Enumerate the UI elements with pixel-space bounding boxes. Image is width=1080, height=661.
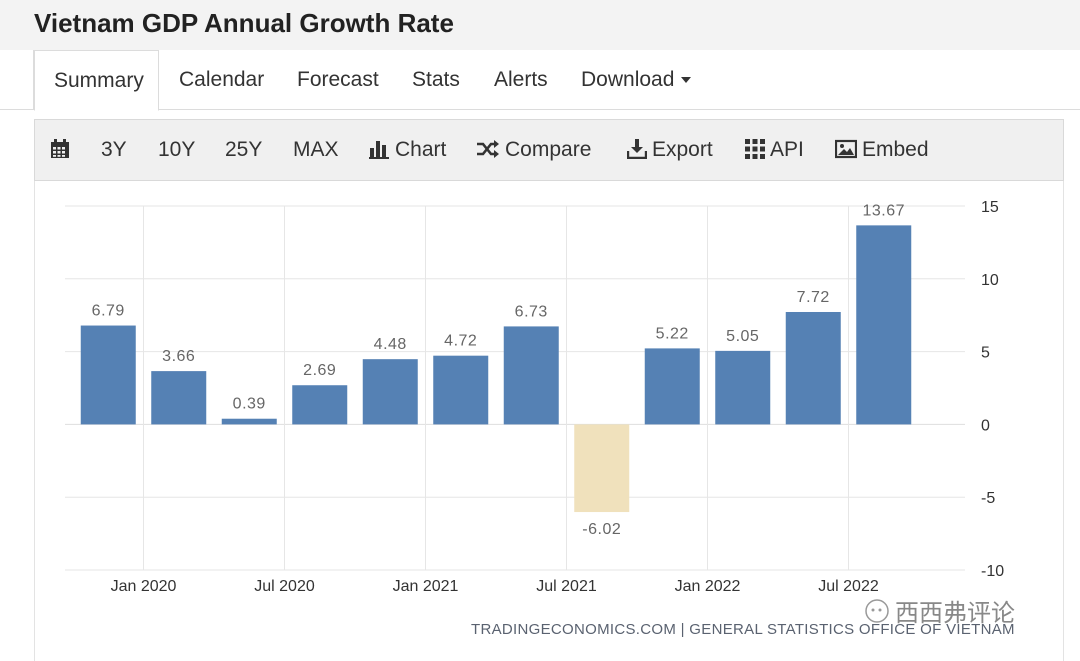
bar-data-label: 6.79 — [92, 303, 125, 320]
bar-data-label: 13.67 — [862, 202, 905, 219]
bar-data-label: -6.02 — [582, 521, 621, 538]
compare-button[interactable]: Compare — [476, 120, 591, 180]
title-bar: Vietnam GDP Annual Growth Rate — [0, 0, 1080, 50]
bar-data-label: 2.69 — [303, 362, 336, 379]
range-3y-button[interactable]: 3Y — [101, 138, 127, 161]
bar-data-label: 5.05 — [726, 328, 759, 345]
bar-data-label: 4.72 — [444, 333, 477, 350]
api-button[interactable]: API — [745, 120, 804, 180]
chart-type-label: Chart — [395, 138, 447, 161]
bar[interactable] — [715, 350, 771, 425]
bar-data-label: 0.39 — [233, 396, 266, 413]
tab-forecast[interactable]: Forecast — [297, 68, 379, 91]
bar[interactable] — [644, 348, 700, 425]
y-tick-label: 15 — [981, 199, 999, 216]
tab-stats[interactable]: Stats — [412, 68, 460, 91]
tab-bar: Summary Calendar Forecast Stats Alerts D… — [0, 50, 1080, 111]
bar-data-label: 6.73 — [515, 303, 548, 320]
calendar-icon — [51, 139, 69, 158]
y-tick-label: -10 — [981, 563, 1004, 580]
bar[interactable] — [292, 385, 348, 425]
bar-chart-icon — [369, 141, 389, 159]
range-25y-button[interactable]: 25Y — [225, 138, 263, 161]
export-label: Export — [652, 138, 713, 161]
image-icon — [834, 139, 858, 159]
tab-summary[interactable]: Summary — [34, 50, 159, 111]
chart-toolbar: 3Y 10Y 25Y MAX Chart Compare Export — [34, 119, 1064, 181]
y-tick-label: 10 — [981, 272, 999, 289]
bar-data-label: 3.66 — [162, 348, 195, 365]
export-button[interactable]: Export — [626, 120, 713, 180]
tab-bar-edge — [0, 50, 34, 110]
shuffle-icon — [477, 140, 499, 158]
x-tick-label: Jan 2021 — [393, 578, 459, 595]
y-tick-label: 0 — [981, 417, 990, 434]
wechat-icon — [865, 599, 889, 623]
bar[interactable] — [503, 326, 559, 425]
bar-data-label: 5.22 — [656, 325, 689, 342]
bar[interactable] — [80, 325, 136, 425]
x-tick-label: Jul 2022 — [818, 578, 879, 595]
y-tick-label: 5 — [981, 345, 990, 362]
y-tick-label: -5 — [981, 490, 995, 507]
x-tick-label: Jul 2021 — [536, 578, 597, 595]
bar[interactable] — [433, 355, 489, 425]
embed-label: Embed — [862, 138, 929, 161]
watermark-text: 西西弗评论 — [895, 600, 1015, 627]
range-max-button[interactable]: MAX — [293, 138, 339, 161]
bar[interactable] — [856, 225, 912, 425]
chart-type-button[interactable]: Chart — [369, 120, 446, 180]
compare-label: Compare — [505, 138, 592, 161]
bar[interactable] — [785, 311, 841, 425]
tab-alerts[interactable]: Alerts — [494, 68, 548, 91]
tab-download-label: Download — [581, 68, 675, 91]
bar-data-label: 4.48 — [374, 336, 407, 353]
caret-down-icon — [681, 77, 692, 84]
bar[interactable] — [151, 371, 207, 425]
range-10y-button[interactable]: 10Y — [158, 138, 196, 161]
embed-button[interactable]: Embed — [834, 120, 929, 180]
tab-calendar[interactable]: Calendar — [179, 68, 265, 91]
grid-icon — [745, 139, 765, 159]
bar-chart: 15 10 5 0 -5 -10 Jan 2020 Jul 2020 Jan 2021 Jul 2… — [65, 199, 1015, 638]
chart-panel: 15 10 5 0 -5 -10 Jan 2020 Jul 2020 Jan 2021 Jul 2… — [34, 181, 1064, 661]
watermark: 西西弗评论 — [865, 599, 1015, 627]
x-tick-label: Jan 2022 — [675, 578, 741, 595]
x-tick-label: Jan 2020 — [111, 578, 177, 595]
x-tick-label: Jul 2020 — [254, 578, 315, 595]
api-label: API — [770, 138, 804, 161]
bar-data-label: 7.72 — [797, 289, 830, 306]
bar[interactable] — [574, 424, 630, 513]
bar[interactable] — [221, 418, 277, 425]
download-icon — [626, 139, 648, 160]
tab-download[interactable]: Download — [581, 50, 692, 110]
calendar-date-picker[interactable] — [50, 120, 75, 180]
source-attribution: TRADINGECONOMICS.COM | GENERAL STATISTIC… — [471, 621, 1015, 638]
page-title: Vietnam GDP Annual Growth Rate — [34, 8, 454, 38]
bar[interactable] — [362, 359, 418, 425]
